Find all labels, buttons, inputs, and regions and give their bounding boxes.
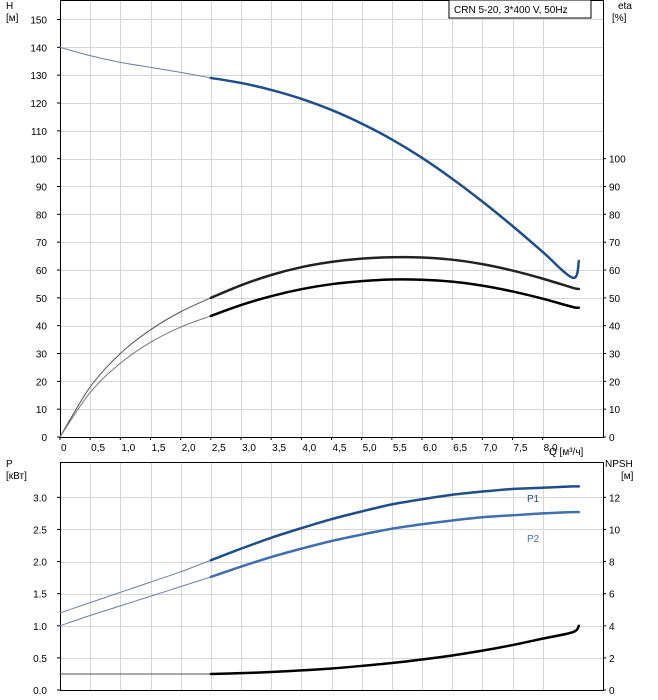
- x-axis-title: Q [м³/ч]: [549, 447, 584, 458]
- bottom-plot-frame: [60, 462, 604, 691]
- bottom-y2-tick-label: 4: [609, 622, 615, 633]
- top-y-tick-label: 140: [30, 43, 47, 54]
- top-y-tick-label: 90: [36, 182, 48, 193]
- bottom-y-tick-label: 1.0: [33, 622, 47, 633]
- top-y2-tick-label: 70: [609, 238, 621, 249]
- x-tick-label: 5,5: [393, 443, 407, 454]
- curve-H_ext: [59, 46, 212, 79]
- bottom-y-tick-label: 2.0: [33, 558, 47, 569]
- top-y-tick-label: 40: [36, 322, 48, 333]
- bottom-y-tick-label: 2.5: [33, 525, 47, 536]
- top-y2-axis-title: eta: [618, 1, 632, 12]
- top-y-tick-label: 80: [36, 210, 48, 221]
- bottom-y-tick-label: 1.5: [33, 590, 47, 601]
- top-y2-tick-label: 60: [609, 266, 621, 277]
- top-y2-tick-label: 40: [609, 322, 621, 333]
- top-y-tick-label: 150: [30, 15, 47, 26]
- curve-lines: [59, 46, 581, 676]
- top-y2-tick-label: 100: [609, 155, 626, 166]
- top-y2-tick-label: 0: [609, 433, 615, 444]
- bottom-y-tick-label: 0.0: [33, 686, 47, 697]
- top-y-tick-label: 70: [36, 238, 48, 249]
- curve-eta: [209, 255, 581, 300]
- x-tick-label: 1,5: [152, 443, 166, 454]
- bottom-y2-axis-title: NPSH: [605, 459, 633, 470]
- x-tick-label: 6,5: [453, 443, 467, 454]
- x-tick-label: 4,0: [302, 443, 316, 454]
- x-tick-label: 0: [61, 443, 67, 454]
- top-y-tick-label: 100: [30, 155, 47, 166]
- top-y-tick-label: 110: [31, 127, 47, 138]
- top-y2-tick-label: 90: [609, 182, 621, 193]
- x-tick-label: 4,5: [333, 443, 347, 454]
- curve-H: [209, 76, 581, 280]
- top-y-axis-unit: [м]: [6, 13, 19, 24]
- top-y-axis-title: H: [6, 1, 13, 12]
- top-y2-axis-unit: [%]: [612, 13, 627, 24]
- curve-eta_total_ext: [59, 315, 212, 438]
- bottom-y2-tick-label: 10: [609, 525, 621, 536]
- x-tick-label: 2,5: [212, 443, 226, 454]
- top-y2-tick-label: 80: [609, 210, 621, 221]
- x-tick-label: 0,5: [91, 443, 105, 454]
- x-tick-label: 8,0: [544, 443, 558, 454]
- bottom-y2-tick-label: 2: [609, 654, 615, 665]
- curve-P1: [209, 485, 581, 562]
- series-label-p2: P2: [527, 534, 540, 545]
- x-tick-label: 3,0: [242, 443, 256, 454]
- curve-NPSH: [209, 624, 581, 676]
- top-y-tick-label: 120: [30, 99, 47, 110]
- x-tick-label: 3,5: [272, 443, 286, 454]
- top-y-tick-label: 10: [36, 405, 48, 416]
- bottom-y-axis-title: P: [6, 459, 13, 470]
- top-y-tick-label: 130: [30, 71, 47, 82]
- top-y-tick-label: 60: [36, 266, 48, 277]
- bottom-y-tick-label: 0.5: [33, 654, 47, 665]
- curve-eta_ext: [59, 297, 212, 438]
- header-label-box: [448, 0, 592, 19]
- curve-P2: [209, 510, 581, 579]
- bottom-y2-tick-label: 6: [609, 590, 615, 601]
- bottom-y2-tick-label: 0: [609, 686, 615, 697]
- tick-labels: 0 0,5 1,0 1,5 2,0 2,5 3,0 3,5 4,0 4,5 5,0 5,5 6,0 6,5…: [30, 15, 626, 697]
- x-tick-label: 7,0: [483, 443, 497, 454]
- bottom-y-axis-unit: [кВт]: [6, 471, 27, 482]
- x-tick-label: 1,0: [121, 443, 135, 454]
- bottom-y2-axis-unit: [м]: [621, 471, 634, 482]
- x-tick-label: 6,0: [423, 443, 437, 454]
- x-tick-label: 2,0: [182, 443, 196, 454]
- x-tick-label: 7,5: [514, 443, 528, 454]
- top-y2-tick-label: 30: [609, 349, 621, 360]
- bottom-y2-tick-label: 8: [609, 558, 615, 569]
- top-y2-tick-label: 50: [609, 294, 621, 305]
- top-y2-tick-label: 10: [609, 405, 621, 416]
- top-y-tick-label: 0: [41, 433, 47, 444]
- curve-P1_ext: [59, 559, 212, 614]
- x-tick-label: 5,0: [363, 443, 377, 454]
- top-y-tick-label: 20: [36, 377, 48, 388]
- series-label-p1: P1: [527, 494, 540, 505]
- top-y2-tick-label: 20: [609, 377, 621, 388]
- header-label: CRN 5-20, 3*400 V, 50Hz: [454, 5, 568, 16]
- curve-eta_total: [209, 278, 581, 318]
- top-y-tick-label: 30: [36, 349, 48, 360]
- curve-P2_ext: [59, 576, 212, 627]
- top-y-tick-label: 50: [36, 294, 48, 305]
- bottom-grid: [60, 462, 603, 691]
- bottom-y2-tick-label: 12: [609, 493, 621, 504]
- bottom-y-tick-label: 3.0: [33, 493, 47, 504]
